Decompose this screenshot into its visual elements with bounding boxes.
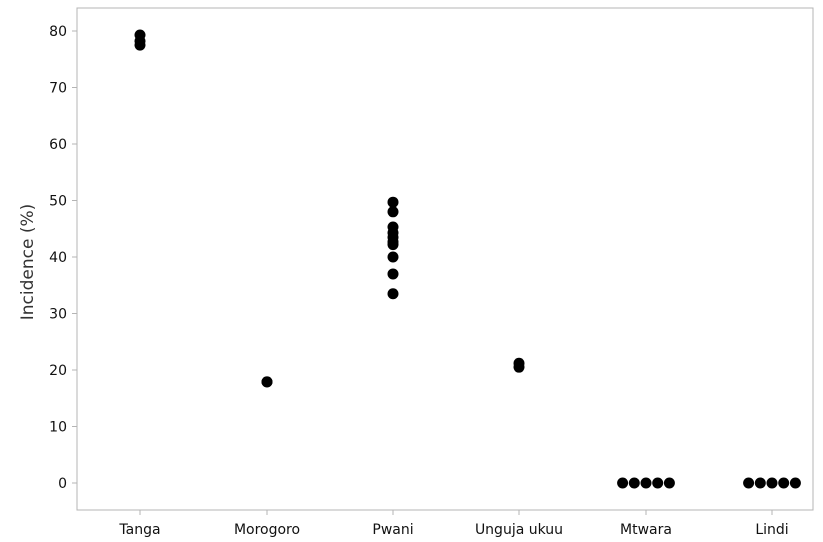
data-point bbox=[640, 477, 652, 489]
data-point bbox=[513, 361, 525, 373]
data-point bbox=[387, 196, 399, 208]
x-tick-label: Morogoro bbox=[234, 522, 300, 538]
y-tick-label: 40 bbox=[49, 250, 67, 266]
data-point bbox=[387, 251, 399, 263]
data-point bbox=[766, 477, 778, 489]
data-point bbox=[743, 477, 755, 489]
data-point bbox=[628, 477, 640, 489]
data-point bbox=[617, 477, 629, 489]
data-point bbox=[387, 268, 399, 280]
x-axis: Tanga Morogoro Pwani Unguja ukuu Mtwara Lindi bbox=[118, 510, 789, 538]
y-axis-title: Incidence (%) bbox=[18, 204, 38, 321]
x-tick-label: Mtwara bbox=[620, 522, 672, 538]
y-axis: 0 10 20 30 40 50 60 70 80 bbox=[49, 24, 77, 492]
data-point bbox=[387, 239, 399, 251]
data-points bbox=[134, 29, 801, 489]
x-tick-label: Pwani bbox=[372, 522, 413, 538]
plot-frame bbox=[76, 7, 814, 511]
y-tick-label: 70 bbox=[49, 81, 67, 97]
data-point bbox=[387, 288, 399, 300]
x-tick-label: Tanga bbox=[118, 522, 160, 538]
x-tick-label: Unguja ukuu bbox=[475, 522, 563, 538]
data-point bbox=[387, 206, 399, 218]
data-point bbox=[778, 477, 790, 489]
y-tick-label: 20 bbox=[49, 363, 67, 379]
y-tick-label: 80 bbox=[49, 24, 67, 40]
y-tick-label: 0 bbox=[58, 476, 67, 492]
y-tick-label: 50 bbox=[49, 194, 67, 210]
data-point bbox=[652, 477, 664, 489]
data-point bbox=[261, 376, 273, 388]
y-tick-label: 60 bbox=[49, 137, 67, 153]
x-tick-label: Lindi bbox=[755, 522, 788, 538]
y-tick-label: 10 bbox=[49, 420, 67, 436]
data-point bbox=[663, 477, 675, 489]
data-point bbox=[134, 39, 146, 51]
data-point bbox=[754, 477, 766, 489]
data-point bbox=[789, 477, 801, 489]
y-tick-label: 30 bbox=[49, 307, 67, 323]
